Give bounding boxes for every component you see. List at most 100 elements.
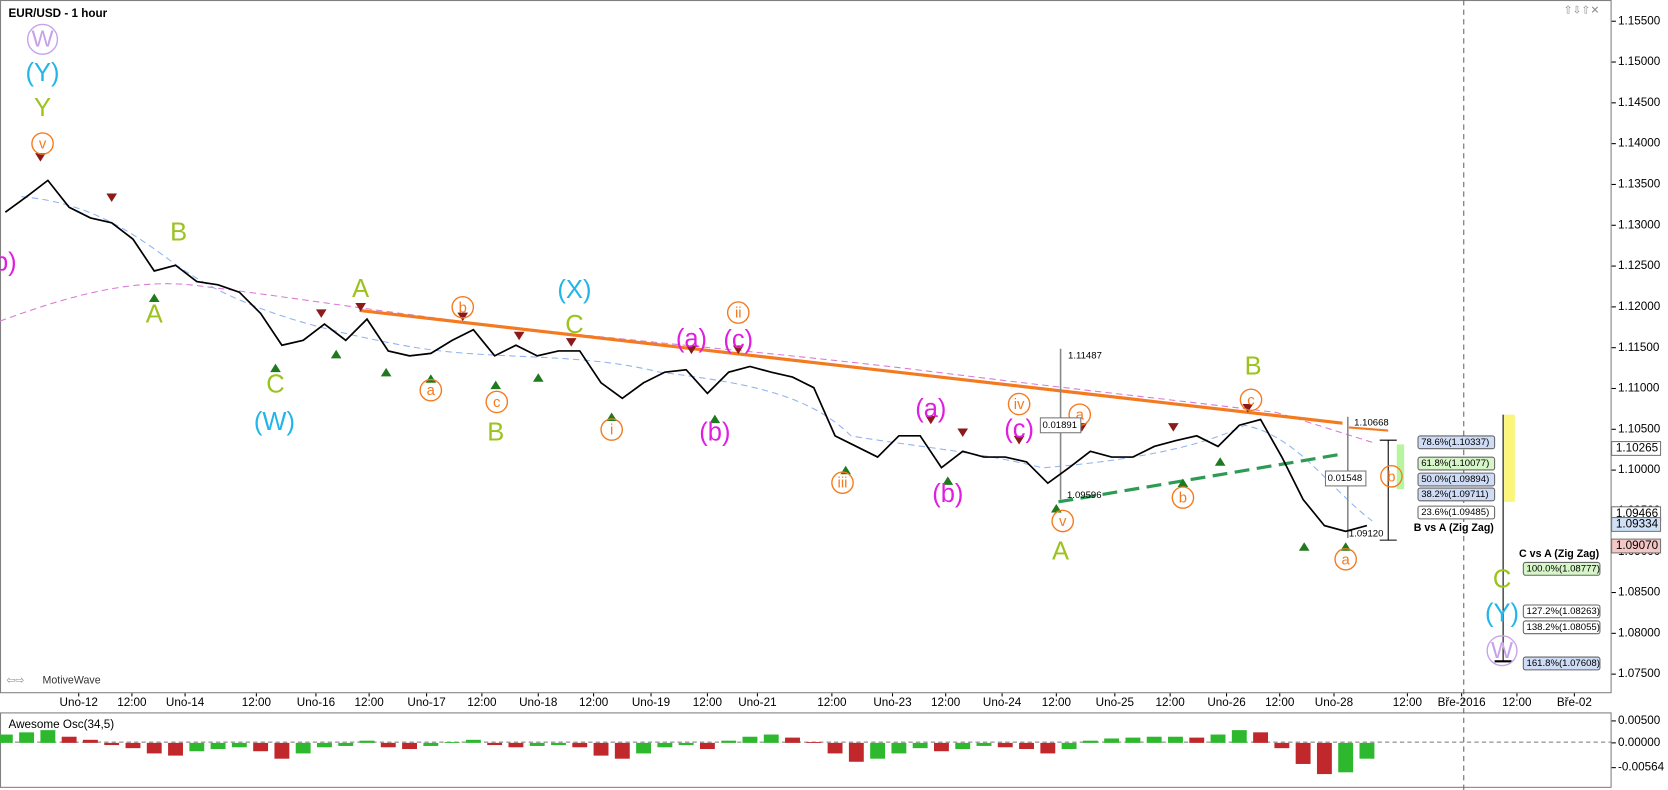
osc-bar (699, 742, 715, 750)
y-tick-label: 1.07500 (1618, 667, 1661, 680)
wave-label: a (1342, 552, 1351, 568)
x-tick-label: 12:00 (817, 696, 847, 709)
window-controls[interactable]: ⇧⇩⇧✕ (1564, 4, 1600, 16)
wave-label: b) (0, 248, 17, 276)
fib-label: 127.2%(1.08263) (1527, 606, 1600, 617)
wave-label: (c) (1004, 415, 1034, 443)
y-tick-label: 1.10000 (1618, 463, 1661, 476)
wave-label-circle (1007, 392, 1031, 416)
swing-high-marker (513, 331, 525, 341)
fib-label-box (1417, 472, 1496, 487)
osc-bar (997, 742, 1013, 748)
x-tick-label: 12:00 (467, 696, 497, 709)
wave-label: W (1491, 637, 1513, 663)
y-tick-label: 1.11500 (1618, 341, 1660, 354)
osc-bar (1231, 730, 1247, 743)
wave-label: a (1076, 408, 1085, 424)
fib-title: C vs A (Zig Zag) (1519, 548, 1600, 560)
measure-label: 1.10668 (1354, 418, 1389, 429)
fib-label-box (1417, 487, 1496, 502)
wave-label: (b) (932, 480, 963, 508)
wave-label-circle (1334, 547, 1358, 571)
wave-label: A (352, 275, 369, 303)
target-zone (1504, 414, 1515, 502)
osc-bar (104, 742, 120, 746)
osc-bar (210, 742, 226, 750)
wave-label-circle (1239, 388, 1263, 412)
swing-low-marker (490, 380, 502, 390)
swing-low-marker (942, 476, 954, 485)
osc-bar (508, 742, 524, 748)
osc-bar (146, 742, 162, 754)
swing-low-marker (270, 363, 281, 373)
osc-panel-frame (0, 712, 1612, 788)
wave-label: (W) (254, 408, 295, 436)
osc-bar (614, 742, 630, 759)
osc-bar (82, 739, 98, 743)
osc-bar (1210, 734, 1226, 743)
osc-bar (742, 736, 758, 743)
x-tick-label: Uno-21 (738, 696, 776, 709)
price-label-box (1611, 538, 1662, 554)
swing-low-marker (148, 293, 160, 302)
fib-label: 38.2%(1.09711) (1421, 489, 1488, 500)
osc-bar (976, 742, 992, 746)
x-tick-label: 12:00 (931, 696, 961, 709)
wave-label-circle (485, 390, 509, 414)
wave-label: iii (838, 476, 848, 492)
wave-label: i (610, 423, 613, 439)
osc-bar (295, 742, 311, 754)
x-tick-label: 12:00 (693, 696, 723, 709)
wave-label-circle (600, 418, 624, 441)
x-tick-label: Uno-18 (519, 696, 557, 709)
x-tick-label: 12:00 (1502, 696, 1532, 709)
wave-label: A (146, 301, 163, 329)
osc-bar (1019, 742, 1034, 750)
wave-label-circle (1051, 509, 1075, 533)
price-panel-frame (0, 0, 1612, 694)
osc-bar (891, 742, 907, 754)
measure-label: 0.01548 (1328, 473, 1363, 484)
swing-high-marker (35, 153, 46, 162)
osc-bar (125, 742, 141, 749)
price-label-box (1611, 517, 1662, 532)
osc-bar (19, 732, 35, 743)
osc-bar (827, 742, 843, 754)
fib-label: 78.6%(1.10337) (1421, 437, 1489, 448)
osc-bar (763, 734, 779, 743)
wave-label: (a) (915, 395, 946, 423)
fib-label: 23.6%(1.09485) (1421, 507, 1489, 518)
osc-bar (444, 742, 460, 743)
wave-label: (a) (676, 325, 707, 353)
swing-low-marker (330, 349, 342, 359)
watermark: MotiveWave (43, 674, 101, 686)
swing-low-marker (709, 414, 721, 424)
x-tick-label: 12:00 (1265, 696, 1295, 709)
price-label: 1.09070 (1616, 539, 1659, 552)
price-label: 1.09466 (1616, 507, 1658, 520)
swing-high-marker (686, 345, 697, 355)
osc-bar (317, 742, 332, 748)
fib-label-box (1522, 561, 1601, 576)
osc-bar (40, 730, 56, 743)
y-tick-label: 1.14500 (1618, 96, 1661, 109)
slow-moving-average (0, 283, 1373, 443)
y-tick-label: 1.15500 (1618, 14, 1661, 27)
osc-bar (572, 742, 588, 748)
osc-bar (912, 742, 928, 749)
osc-tick-label: -0.00564 (1618, 761, 1665, 774)
price-label: 1.10265 (1616, 442, 1659, 455)
x-tick-label: 12:00 (117, 696, 147, 709)
x-tick-label: Uno-23 (873, 696, 911, 709)
osc-bar (1125, 737, 1141, 743)
y-tick-label: 1.12000 (1618, 300, 1661, 313)
wave-label: (b) (699, 419, 730, 447)
x-tick-label: 12:00 (242, 696, 272, 709)
scroll-controls[interactable]: ⇦⇨ (6, 674, 24, 686)
osc-bar (1082, 740, 1098, 743)
wave-label-circle (831, 471, 854, 495)
x-tick-label: Uno-16 (297, 696, 335, 709)
wave-label: (c) (723, 326, 753, 354)
swing-high-marker (315, 309, 327, 318)
